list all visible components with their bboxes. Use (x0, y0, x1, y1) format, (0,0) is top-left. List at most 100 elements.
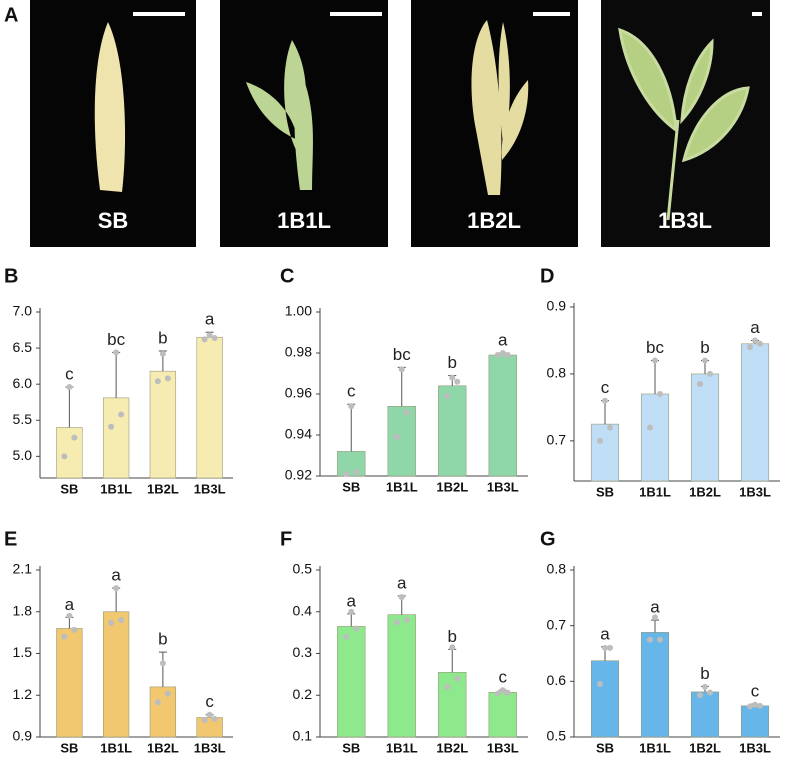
y-tick-label: 1.00 (285, 303, 312, 319)
x-tick-label: 1B1L (100, 481, 132, 496)
panel-letter: F (280, 528, 292, 550)
x-tick-label: 1B2L (147, 740, 179, 755)
replicate-point (393, 434, 400, 441)
replicate-point (747, 344, 753, 351)
leaf (246, 40, 313, 190)
replicate-point (118, 411, 125, 418)
replicate-point (113, 585, 120, 592)
replicate-point (647, 424, 653, 431)
bar (690, 691, 720, 738)
y-tick-label: 0.1 (293, 728, 313, 744)
x-tick-label: SB (596, 740, 614, 755)
replicate-point (154, 699, 161, 706)
bar (640, 393, 670, 482)
replicate-point (597, 681, 603, 688)
replicate-point (504, 352, 511, 359)
replicate-point (61, 453, 68, 460)
replicate-point (201, 717, 208, 724)
x-tick-label: SB (342, 740, 360, 755)
y-tick-label: 7.0 (13, 303, 33, 319)
y-tick-label: 1.2 (13, 686, 33, 702)
replicate-point (71, 434, 78, 441)
y-tick-label: 0.5 (293, 561, 313, 577)
replicate-point (697, 380, 703, 387)
y-tick-label: 0.6 (547, 672, 567, 688)
replicate-point (494, 690, 501, 697)
significance-label: c (499, 668, 508, 687)
bar (387, 405, 416, 477)
replicate-point (154, 378, 161, 385)
replicate-point (113, 349, 120, 356)
x-tick-label: 1B1L (639, 740, 671, 755)
significance-label: b (700, 664, 709, 683)
replicate-point (702, 357, 708, 364)
replicate-point (159, 660, 166, 667)
x-tick-label: SB (342, 479, 360, 494)
replicate-point (66, 612, 73, 619)
panel-letter: D (540, 265, 554, 287)
x-tick-label: 1B1L (386, 740, 418, 755)
bar (740, 343, 770, 482)
y-tick-label: 0.9 (547, 298, 567, 314)
panel-letter: G (540, 528, 556, 550)
y-tick-label: 1.8 (13, 602, 33, 618)
x-tick-label: SB (60, 481, 78, 496)
y-tick-label: 0.4 (293, 602, 313, 618)
significance-label: bc (107, 330, 125, 349)
replicate-point (757, 340, 763, 347)
y-tick-label: 6.0 (13, 375, 33, 391)
replicate-point (66, 384, 73, 391)
replicate-point (597, 437, 603, 444)
significance-label: a (205, 310, 215, 329)
bar (102, 611, 130, 738)
x-tick-label: 1B2L (689, 740, 721, 755)
photo-panel (30, 0, 770, 247)
replicate-point (697, 692, 703, 699)
significance-label: c (751, 682, 760, 701)
replicate-point (752, 337, 758, 344)
y-tick-label: 0.92 (285, 467, 312, 483)
replicate-point (747, 703, 753, 710)
x-tick-label: 1B2L (147, 481, 179, 496)
replicate-point (343, 470, 350, 477)
significance-label: b (448, 353, 457, 372)
replicate-point (348, 403, 355, 410)
x-tick-label: 1B1L (386, 479, 418, 494)
replicate-point (343, 633, 350, 640)
replicate-point (108, 619, 115, 626)
replicate-point (449, 644, 456, 651)
replicate-point (159, 350, 166, 357)
bar (149, 370, 177, 479)
significance-label: bc (393, 345, 411, 364)
replicate-point (757, 702, 763, 709)
replicate-point (647, 636, 653, 643)
bar (337, 451, 366, 477)
x-tick-label: 1B3L (739, 484, 771, 499)
significance-label: c (347, 382, 356, 401)
replicate-point (499, 687, 506, 694)
replicate-point (348, 608, 355, 615)
replicate-point (398, 366, 405, 373)
replicate-point (607, 424, 613, 431)
x-tick-label: 1B3L (487, 479, 519, 494)
y-tick-label: 0.9 (13, 728, 33, 744)
bar (196, 717, 223, 738)
y-tick-label: 0.8 (547, 561, 567, 577)
bar (56, 427, 83, 479)
significance-label: a (111, 566, 121, 585)
significance-label: b (448, 627, 457, 646)
significance-label: c (205, 692, 214, 711)
replicate-point (61, 633, 68, 640)
y-tick-label: 0.94 (285, 426, 312, 442)
panel-letter: A (4, 4, 18, 26)
y-tick-label: 0.3 (293, 644, 313, 660)
replicate-point (206, 711, 213, 718)
y-tick-label: 0.7 (547, 432, 567, 448)
leaf (471, 20, 529, 195)
replicate-point (444, 683, 451, 690)
bar (337, 626, 366, 738)
significance-label: c (601, 378, 610, 397)
replicate-point (206, 332, 213, 339)
replicate-point (108, 423, 115, 430)
